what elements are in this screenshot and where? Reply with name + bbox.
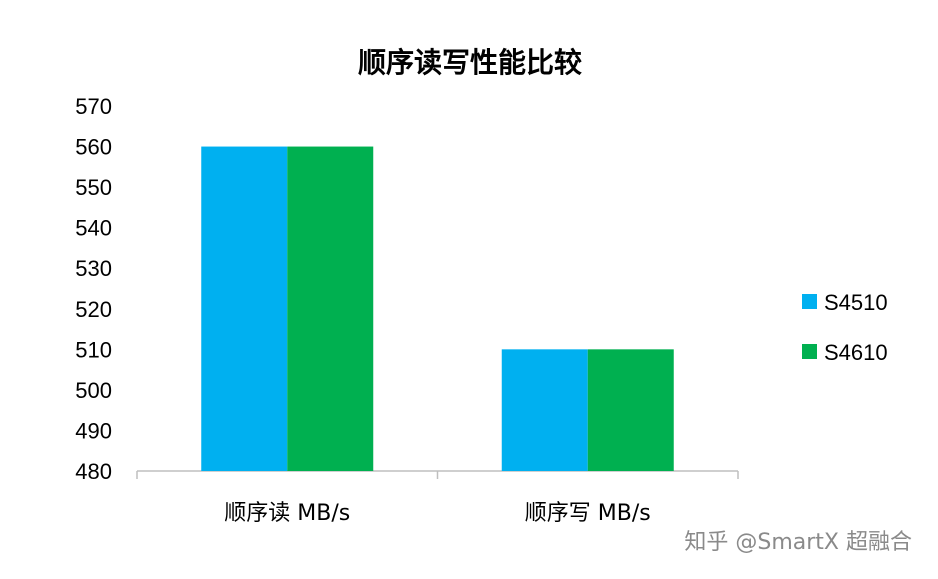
bars [201, 146, 674, 472]
legend-label-s4510: S4510 [824, 290, 888, 315]
chart-title: 顺序读写性能比较 [358, 46, 582, 79]
bar-s4510-0 [201, 146, 288, 472]
bar-s4510-1 [501, 349, 588, 471]
x-axis-tick-marks [136, 471, 739, 479]
category-labels: 顺序读 MB/s 顺序写 MB/s [224, 501, 650, 526]
y-tick-label-550: 550 [75, 175, 112, 200]
y-tick-label-500: 500 [75, 378, 112, 403]
y-tick-label-560: 560 [75, 135, 112, 160]
y-tick-label-510: 510 [75, 337, 112, 362]
bar-s4610-0 [287, 146, 374, 472]
legend-label-s4610: S4610 [824, 340, 888, 365]
legend-swatch-s4510 [802, 294, 817, 309]
y-tick-label-490: 490 [75, 418, 112, 443]
legend: S4510 S4610 [802, 290, 888, 365]
category-label-1: 顺序写 MB/s [525, 501, 651, 526]
watermark: 知乎 @SmartX 超融合 [684, 530, 912, 555]
y-tick-label-520: 520 [75, 297, 112, 322]
y-tick-label-480: 480 [75, 459, 112, 484]
y-tick-label-540: 540 [75, 216, 112, 241]
category-label-0: 顺序读 MB/s [224, 501, 350, 526]
y-axis-ticks: 480 490 500 510 520 530 540 550 560 570 [75, 94, 112, 484]
y-tick-label-530: 530 [75, 256, 112, 281]
legend-swatch-s4610 [802, 344, 817, 359]
bar-s4610-1 [587, 349, 674, 471]
y-tick-label-570: 570 [75, 94, 112, 119]
